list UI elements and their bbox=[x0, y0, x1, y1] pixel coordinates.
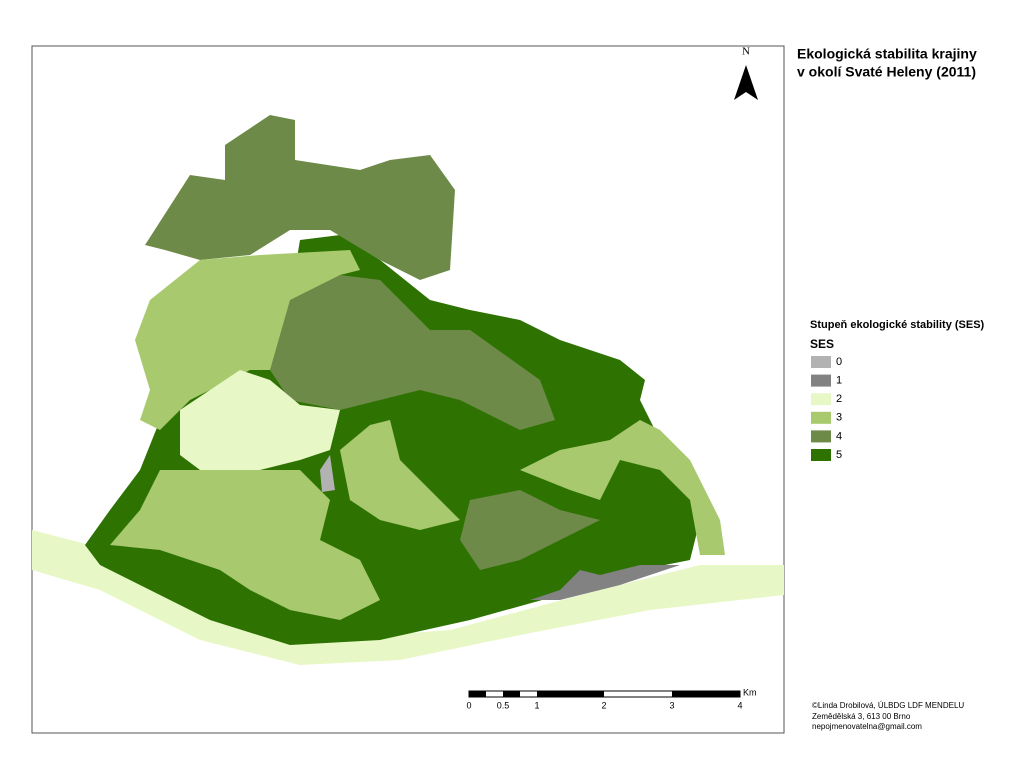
region bbox=[180, 370, 340, 470]
legend-swatch bbox=[811, 356, 831, 368]
legend-label: 0 bbox=[836, 356, 842, 368]
region bbox=[145, 115, 455, 280]
legend-label: 4 bbox=[836, 430, 842, 442]
legend-label: 5 bbox=[836, 449, 842, 461]
credit: nepojmenovatelna@gmail.com bbox=[812, 722, 922, 731]
region bbox=[460, 490, 600, 570]
credit: ©Linda Drobilová, ÚLBDG LDF MENDELU bbox=[812, 701, 964, 710]
legend-swatch bbox=[811, 393, 831, 406]
legend-swatch bbox=[811, 411, 831, 424]
legend-header: SES bbox=[810, 337, 834, 351]
legend-swatch bbox=[811, 430, 831, 443]
legend: 0 1 2 3 4 5 bbox=[811, 356, 842, 461]
region bbox=[530, 565, 680, 600]
region bbox=[270, 275, 555, 430]
region bbox=[520, 420, 725, 555]
scale-label: 2 bbox=[601, 700, 606, 710]
scale-label: 4 bbox=[737, 700, 742, 710]
scale-label: 0.5 bbox=[497, 700, 510, 710]
legend-label: 3 bbox=[836, 412, 842, 424]
credit: Zemědělská 3, 613 00 Brno bbox=[812, 712, 911, 721]
legend-label: 1 bbox=[836, 375, 842, 387]
legend-swatch bbox=[811, 449, 831, 461]
scale-unit: Km bbox=[743, 687, 757, 697]
region bbox=[135, 250, 360, 430]
region bbox=[32, 530, 784, 665]
legend-title: Stupeň ekologické stability (SES) bbox=[810, 319, 985, 331]
map bbox=[32, 115, 784, 665]
scale-label: 1 bbox=[534, 700, 539, 710]
title: Ekologická stabilita krajiny bbox=[797, 46, 977, 62]
scale-label: 3 bbox=[669, 700, 674, 710]
scale-label: 0 bbox=[466, 700, 471, 710]
north-arrow bbox=[734, 65, 758, 100]
region bbox=[320, 455, 335, 492]
north-label: N bbox=[742, 46, 750, 58]
legend-swatch bbox=[811, 374, 831, 387]
scale-bar: 0 0.5 1 2 3 4 Km bbox=[466, 687, 756, 710]
region bbox=[340, 420, 460, 530]
legend-label: 2 bbox=[836, 393, 842, 405]
region bbox=[110, 470, 380, 620]
title: v okolí Svaté Heleny (2011) bbox=[797, 64, 976, 80]
